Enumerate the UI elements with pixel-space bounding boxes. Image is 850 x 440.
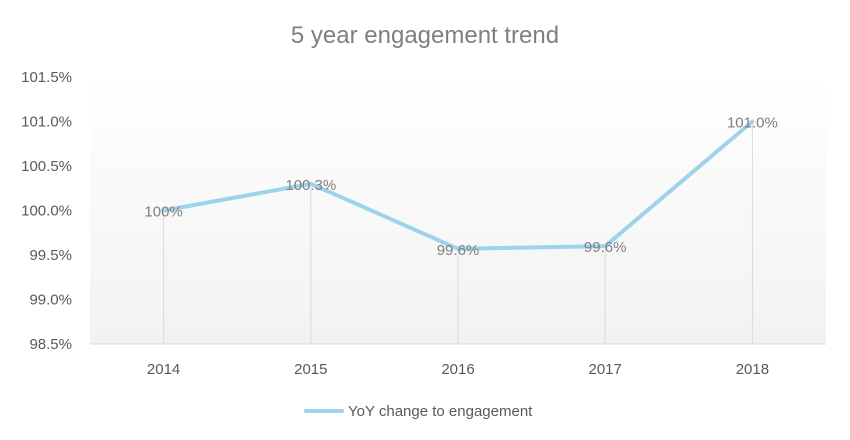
legend-label: YoY change to engagement: [348, 403, 533, 420]
x-tick-label: 2015: [294, 361, 327, 378]
data-label: 99.6%: [437, 242, 480, 259]
legend: YoY change to engagement: [304, 403, 533, 420]
x-tick-label: 2017: [589, 361, 622, 378]
data-labels: 100% 100.3% 99.6% 99.6% 101.0%: [144, 115, 777, 259]
series-line-yoy-change: [161, 119, 755, 251]
x-tick-label: 2014: [147, 361, 180, 378]
y-tick-label: 100.5%: [21, 158, 72, 175]
data-label: 100.3%: [285, 177, 336, 194]
y-tick-label: 98.5%: [29, 336, 72, 353]
data-label: 99.6%: [584, 239, 627, 256]
chart-title: 5 year engagement trend: [291, 22, 559, 49]
x-tick-label: 2016: [441, 361, 474, 378]
y-tick-label: 100.0%: [21, 203, 72, 220]
x-tick-label: 2018: [736, 361, 769, 378]
drop-lines: [163, 121, 753, 344]
x-axis-tick-labels: 2014 2015 2016 2017 2018: [147, 361, 769, 378]
data-label: 100%: [144, 204, 182, 221]
y-tick-label: 101.5%: [21, 69, 72, 86]
y-tick-label: 99.0%: [29, 292, 72, 309]
y-axis-tick-labels: 101.5% 101.0% 100.5% 100.0% 99.5% 99.0% 98.5%: [21, 69, 72, 353]
y-tick-label: 99.5%: [29, 247, 72, 264]
y-tick-label: 101.0%: [21, 114, 72, 131]
data-label: 101.0%: [727, 115, 778, 132]
